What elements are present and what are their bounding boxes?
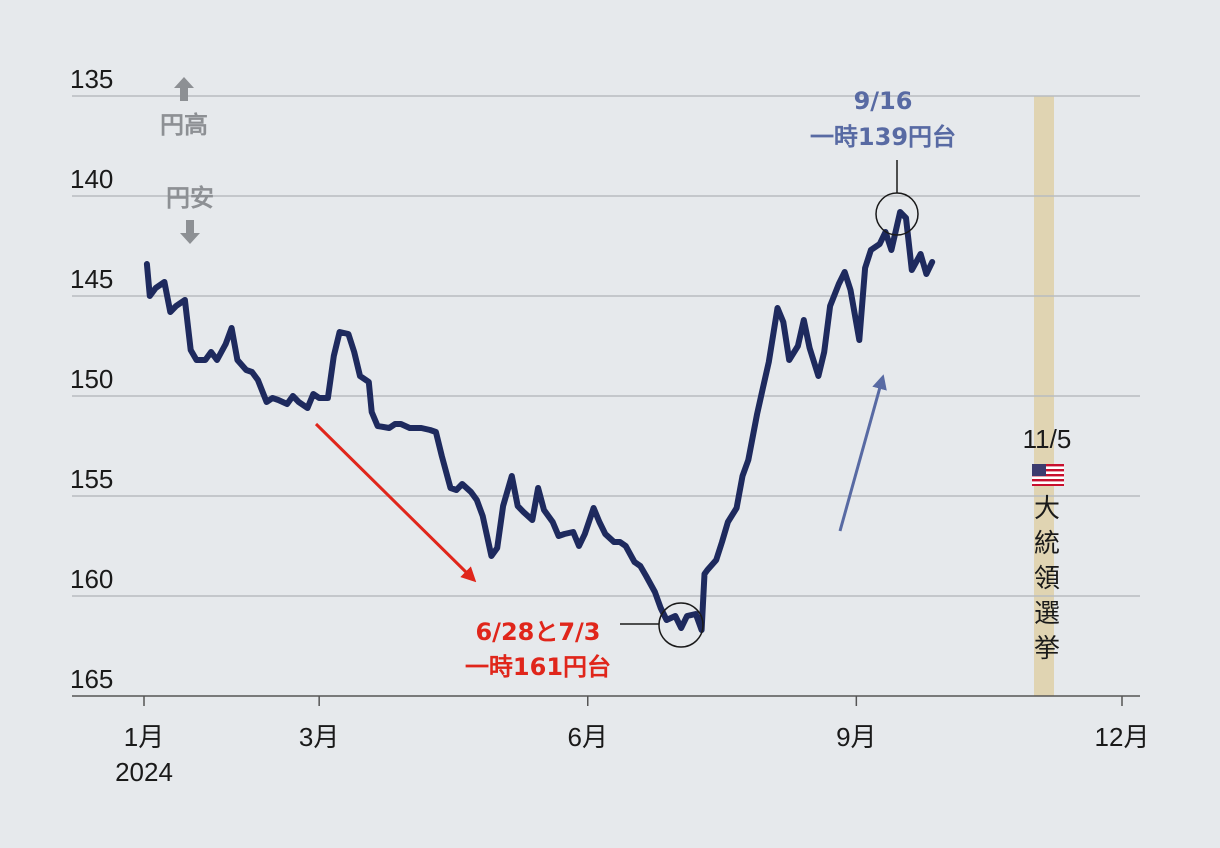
us-flag-icon — [1032, 464, 1064, 486]
election-char-2: 統 — [1034, 528, 1060, 558]
annotation-high: 9/16 一時139円台 — [810, 87, 956, 236]
x-tick-label: 6月 — [568, 722, 608, 752]
high-text-label: 一時139円台 — [810, 123, 956, 151]
election-date-label: 11/5 — [1023, 424, 1072, 454]
yen-direction-indicator: 円高 円安 — [160, 77, 214, 244]
high-date-label: 9/16 — [854, 87, 913, 115]
election-char-4: 選 — [1034, 598, 1060, 628]
x-axis: 1月 2024 3月 6月 9月 12月 — [72, 695, 1150, 787]
y-tick-135: 135 — [70, 64, 113, 94]
low-date-label: 6/28と7/3 — [475, 618, 600, 646]
up-arrow-icon — [174, 77, 194, 101]
gridlines — [72, 95, 1140, 597]
uptrend-arrow — [838, 374, 887, 532]
election-annotation: 11/5 大 統 領 選 挙 — [1023, 424, 1072, 663]
x-tick-label: 3月 — [299, 722, 339, 752]
annotation-low: 6/28と7/3 一時161円台 — [465, 602, 704, 681]
x-tick-label: 12月 — [1095, 722, 1150, 752]
y-tick-165: 165 — [70, 664, 113, 694]
x-tick-label: 1月 — [124, 722, 164, 752]
x-tick-label: 9月 — [836, 722, 876, 752]
election-char-5: 挙 — [1034, 633, 1060, 663]
down-arrow-icon — [180, 220, 200, 244]
low-point-circle — [658, 602, 704, 648]
y-axis-ticks: 135 140 145 150 155 160 165 — [70, 64, 113, 694]
low-text-label: 一時161円台 — [465, 653, 611, 681]
y-tick-145: 145 — [70, 264, 113, 294]
downtrend-arrow — [314, 422, 477, 583]
y-tick-140: 140 — [70, 164, 113, 194]
yen-weak-label: 円安 — [166, 184, 214, 212]
y-tick-155: 155 — [70, 464, 113, 494]
x-tick-year: 2024 — [115, 757, 173, 787]
election-char-1: 大 — [1034, 493, 1060, 523]
y-tick-150: 150 — [70, 364, 113, 394]
y-tick-160: 160 — [70, 564, 113, 594]
usd-jpy-line — [143, 209, 936, 633]
election-char-3: 領 — [1034, 563, 1060, 593]
yen-strong-label: 円高 — [160, 111, 208, 139]
